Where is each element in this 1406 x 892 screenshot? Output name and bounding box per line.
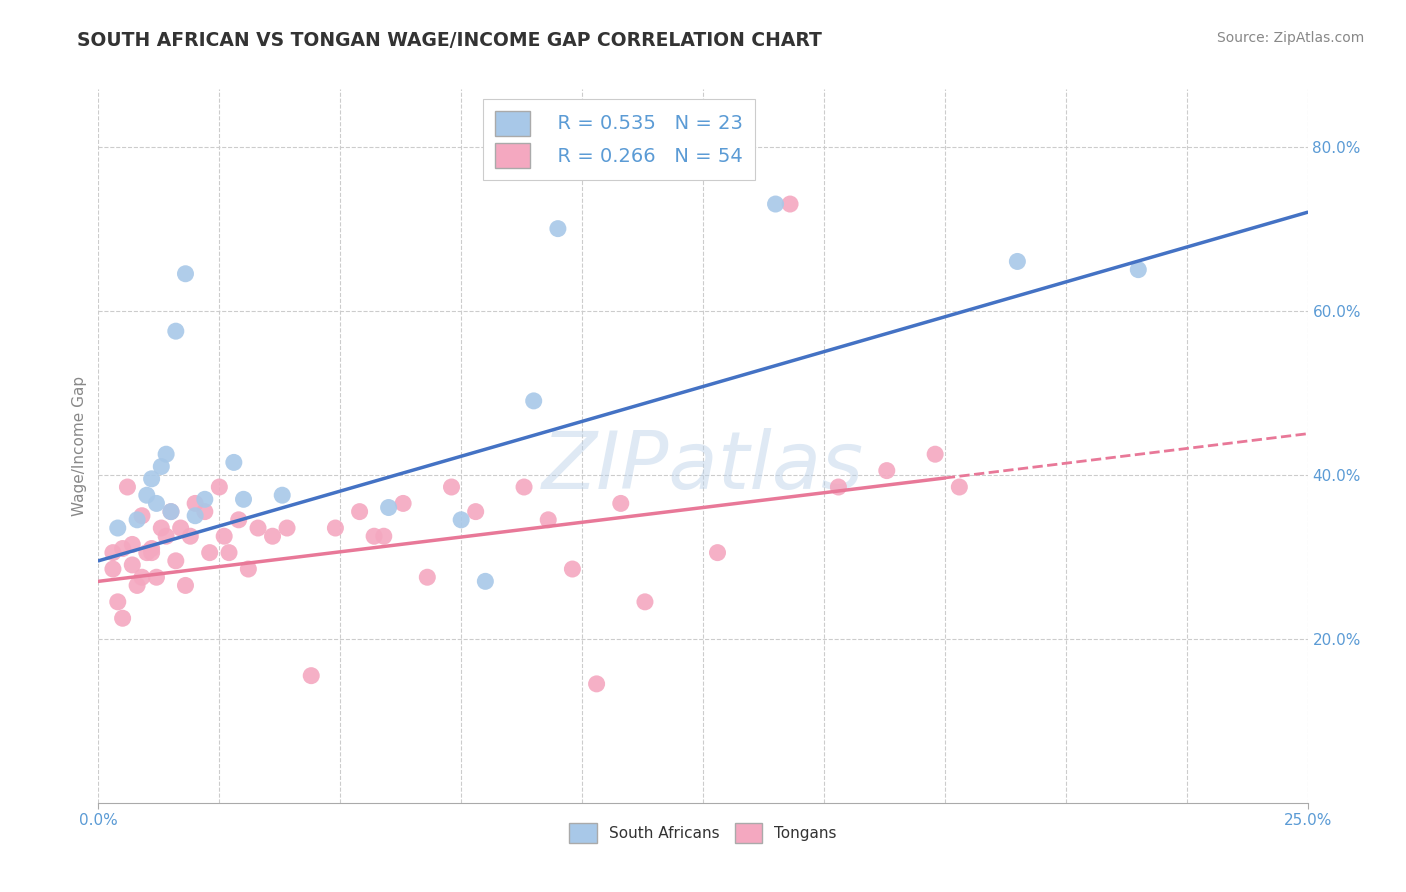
Point (247, 521, 270, 535)
Point (363, 529, 385, 543)
Point (299, 668, 322, 682)
Point (107, 595, 129, 609)
Point (416, 570, 439, 584)
Point (373, 529, 395, 543)
Point (141, 541, 163, 556)
Point (232, 492, 254, 507)
Text: ZIPatlas: ZIPatlas (541, 428, 865, 507)
Point (121, 558, 143, 572)
Point (111, 611, 134, 625)
Point (145, 496, 167, 510)
Point (194, 505, 217, 519)
Point (537, 513, 560, 527)
Point (117, 480, 139, 494)
Point (948, 480, 970, 494)
Point (111, 541, 134, 556)
Point (160, 505, 183, 519)
Point (779, 197, 801, 211)
Point (101, 546, 124, 560)
Point (135, 488, 157, 502)
Point (706, 546, 728, 560)
Point (174, 578, 197, 592)
Point (325, 521, 347, 535)
Point (194, 492, 217, 507)
Point (276, 521, 298, 535)
Text: Source: ZipAtlas.com: Source: ZipAtlas.com (1216, 31, 1364, 45)
Point (218, 546, 240, 560)
Y-axis label: Wage/Income Gap: Wage/Income Gap (72, 376, 87, 516)
Point (107, 521, 129, 535)
Point (392, 496, 415, 510)
Point (523, 393, 546, 408)
Point (450, 513, 472, 527)
Point (228, 513, 250, 527)
Point (131, 570, 153, 584)
Point (222, 455, 245, 469)
Point (1007, 254, 1029, 268)
Point (150, 521, 173, 535)
Point (464, 505, 486, 519)
Point (155, 447, 177, 461)
Point (1128, 262, 1150, 277)
Point (141, 472, 163, 486)
Point (145, 570, 167, 584)
Point (165, 554, 187, 568)
Point (127, 578, 149, 592)
Text: SOUTH AFRICAN VS TONGAN WAGE/INCOME GAP CORRELATION CHART: SOUTH AFRICAN VS TONGAN WAGE/INCOME GAP … (77, 31, 823, 50)
Point (513, 480, 536, 494)
Point (165, 324, 187, 338)
Point (198, 546, 221, 560)
Point (547, 221, 569, 235)
Point (208, 480, 231, 494)
Point (827, 480, 849, 494)
Point (349, 505, 371, 519)
Point (765, 197, 787, 211)
Point (184, 496, 207, 510)
Point (271, 488, 294, 502)
Point (184, 508, 207, 523)
Point (160, 505, 183, 519)
Point (150, 459, 173, 474)
Point (135, 546, 157, 560)
Point (377, 500, 399, 515)
Point (924, 447, 946, 461)
Point (127, 513, 149, 527)
Point (238, 562, 260, 576)
Point (585, 677, 607, 691)
Point (141, 546, 163, 560)
Point (474, 574, 496, 589)
Point (131, 508, 153, 523)
Point (174, 267, 197, 281)
Point (155, 529, 177, 543)
Point (610, 496, 633, 510)
Point (101, 562, 124, 576)
Point (212, 529, 235, 543)
Point (169, 521, 191, 535)
Legend: South Africans, Tongans: South Africans, Tongans (562, 817, 844, 848)
Point (179, 529, 201, 543)
Point (121, 537, 143, 551)
Point (634, 595, 657, 609)
Point (262, 529, 284, 543)
Point (561, 562, 583, 576)
Point (876, 464, 898, 478)
Point (440, 480, 463, 494)
